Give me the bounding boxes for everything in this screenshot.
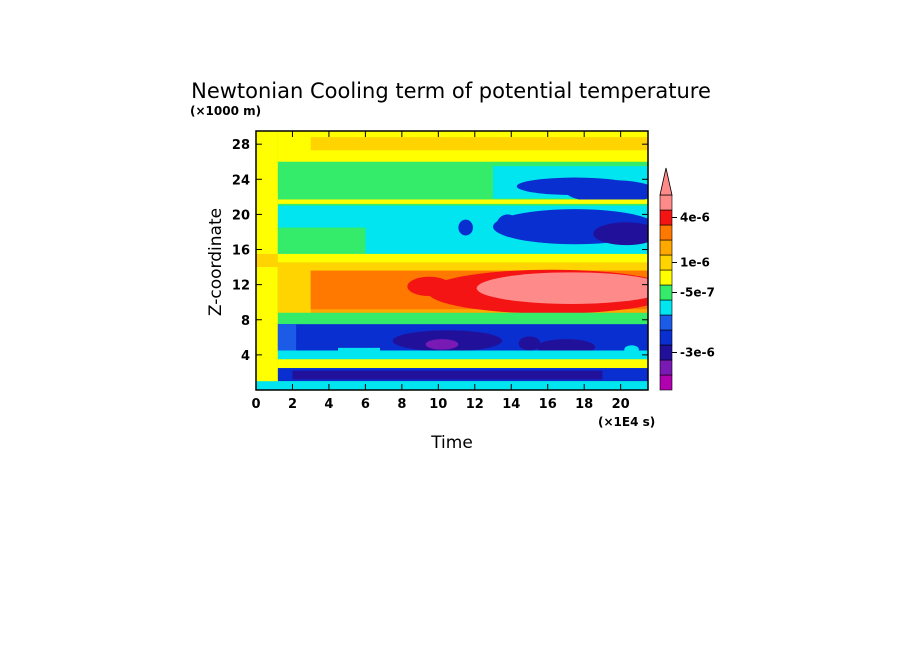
mid-blue-patch — [534, 214, 554, 238]
y-tick-label: 8 — [241, 314, 250, 329]
x-tick-label: 6 — [361, 397, 370, 412]
colorbar-bin — [659, 209, 673, 226]
colorbar-bin — [659, 254, 673, 271]
x-tick-label: 20 — [612, 397, 630, 412]
y-tick-label: 12 — [232, 279, 250, 294]
y-tick-label: 24 — [232, 173, 250, 188]
y-axis-label: Z-coordinate — [206, 208, 226, 316]
colorbar-bin — [659, 374, 673, 391]
x-tick-label: 10 — [429, 397, 447, 412]
x-tick-label: 4 — [324, 397, 333, 412]
green-transition — [277, 312, 648, 325]
colorbar-bin — [659, 239, 673, 256]
x-tick-label: 18 — [575, 397, 593, 412]
low-cyan — [277, 350, 648, 360]
cold-left-edge — [277, 324, 297, 351]
warm-red-cell — [407, 276, 452, 297]
y-unit-note: (×1000 m) — [190, 104, 261, 118]
x-tick-label: 14 — [502, 397, 520, 412]
warm-top-yellow — [277, 253, 648, 263]
y-tick-label: 28 — [232, 138, 250, 153]
x-tick-label: 8 — [397, 397, 406, 412]
chart-title: Newtonian Cooling term of potential temp… — [191, 79, 711, 103]
contour-fill — [256, 131, 648, 390]
cold-navy-cell — [518, 336, 541, 351]
colorbar-bin — [659, 269, 673, 286]
mid-blue-patch — [496, 214, 519, 236]
y-tick-label: 20 — [232, 208, 250, 223]
x-tick-label: 2 — [288, 397, 297, 412]
colorbar-bin — [659, 224, 673, 241]
colorbar: 4e-6 1e-6 -5e-7 -3e-6 — [659, 167, 715, 391]
x-unit-note: (×1E4 s) — [598, 415, 655, 429]
x-tick-label: 12 — [466, 397, 484, 412]
warm-pink-core — [476, 272, 648, 304]
colorbar-label: -3e-6 — [680, 346, 715, 360]
x-tick-label: 16 — [539, 397, 557, 412]
plot-area — [256, 131, 648, 390]
plot-frame — [255, 130, 649, 391]
y-axis: 4 8 12 16 20 24 28 — [232, 138, 648, 364]
cold-purple-core — [425, 339, 459, 350]
surface-cyan — [256, 381, 648, 390]
colorbar-bin — [659, 194, 673, 211]
mid-green-patch — [277, 227, 366, 254]
mid-blue-patch — [458, 219, 473, 236]
colorbar-bin — [659, 359, 673, 376]
y-tick-label: 4 — [241, 349, 250, 364]
colorbar-bin — [659, 344, 673, 361]
upper-blue-patch — [565, 180, 648, 203]
yellow-line — [277, 199, 648, 204]
colorbar-label: 4e-6 — [680, 211, 710, 225]
colorbar-bin — [659, 329, 673, 346]
top-gold-band — [310, 137, 648, 151]
warm-top-gold — [277, 262, 648, 271]
low-yellow — [277, 359, 648, 369]
y-tick-label: 16 — [232, 244, 250, 259]
low-navy — [292, 370, 603, 380]
warm-left-gold — [277, 267, 311, 316]
x-tick-label: 0 — [251, 397, 260, 412]
colorbar-label: -5e-7 — [680, 286, 715, 300]
x-axis-label: Time — [430, 433, 473, 453]
spinup-region — [256, 253, 278, 268]
colorbar-label: 1e-6 — [680, 256, 710, 270]
colorbar-bin — [659, 284, 673, 301]
mid-navy-patch — [593, 222, 648, 246]
colorbar-extend-arrow — [659, 167, 673, 196]
x-axis: 0 2 4 6 8 10 12 14 16 18 20 — [251, 131, 630, 412]
colorbar-bin — [659, 299, 673, 316]
colorbar-bin — [659, 314, 673, 331]
